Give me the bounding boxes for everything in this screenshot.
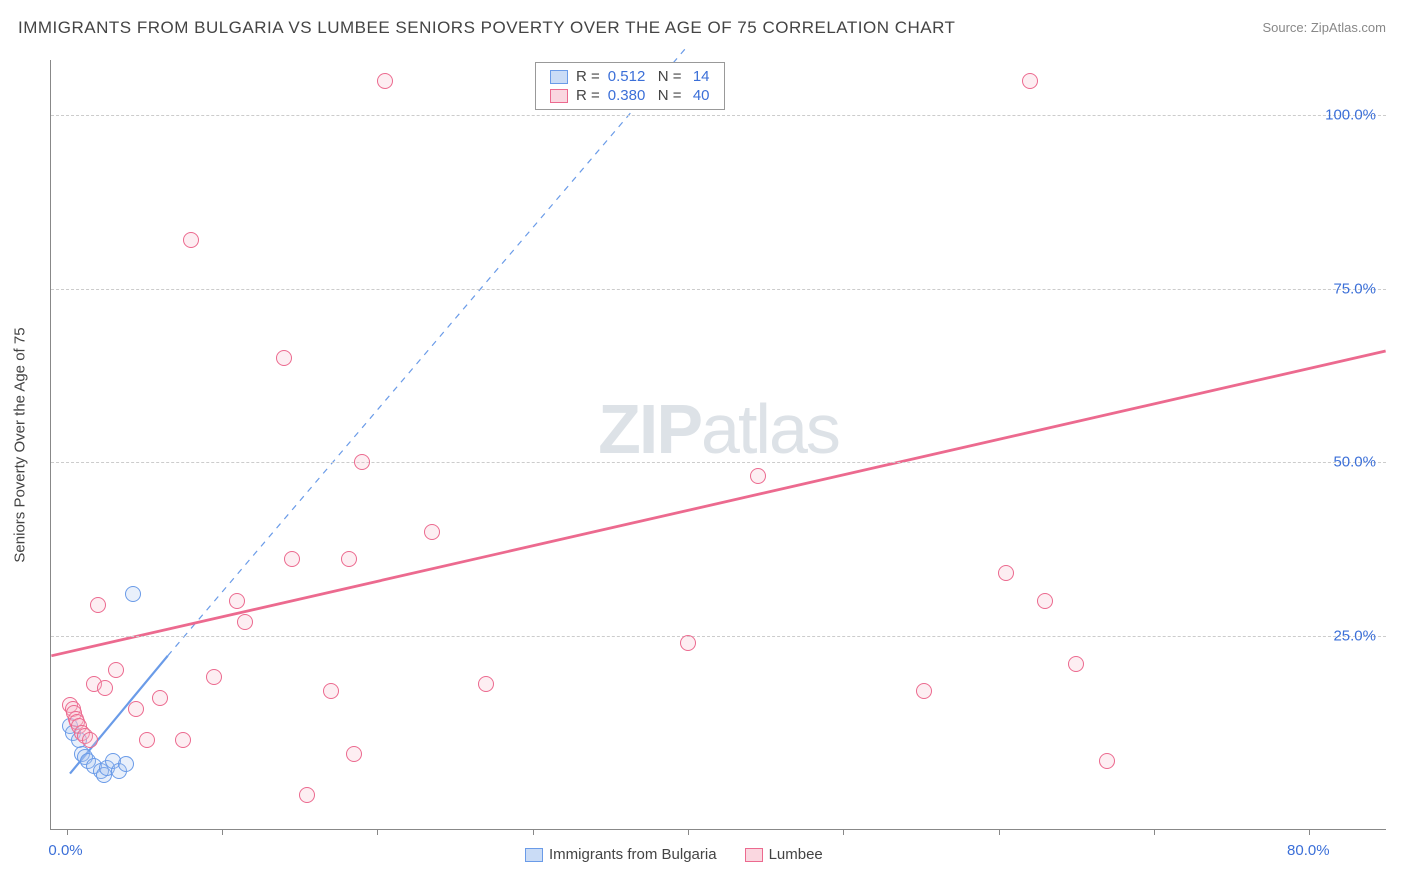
legend-swatch: [550, 70, 568, 84]
data-point: [323, 683, 339, 699]
trend-line: [51, 351, 1385, 656]
source-name: ZipAtlas.com: [1311, 20, 1386, 35]
y-tick-label: 75.0%: [1333, 280, 1376, 297]
x-tick: [67, 829, 68, 835]
data-point: [97, 680, 113, 696]
data-point: [118, 756, 134, 772]
y-tick-label: 100.0%: [1325, 107, 1376, 124]
data-point: [276, 350, 292, 366]
data-point: [108, 662, 124, 678]
x-tick: [533, 829, 534, 835]
data-point: [354, 454, 370, 470]
legend-swatch: [550, 89, 568, 103]
legend-item: Immigrants from Bulgaria: [525, 846, 717, 863]
data-point: [152, 690, 168, 706]
y-tick-label: 50.0%: [1333, 454, 1376, 471]
data-point: [299, 787, 315, 803]
legend-swatch: [745, 848, 763, 862]
x-tick-label: 0.0%: [48, 842, 82, 859]
plot-area: ZIPatlas 25.0% 50.0% 75.0% 100.0%: [50, 60, 1386, 830]
data-point: [916, 683, 932, 699]
watermark: ZIPatlas: [598, 389, 839, 469]
data-point: [237, 614, 253, 630]
gridline: [51, 636, 1386, 637]
x-tick: [999, 829, 1000, 835]
data-point: [139, 732, 155, 748]
chart-title: IMMIGRANTS FROM BULGARIA VS LUMBEE SENIO…: [18, 18, 955, 38]
data-point: [424, 524, 440, 540]
y-axis-title: Seniors Poverty Over the Age of 75: [12, 327, 29, 562]
chart-container: IMMIGRANTS FROM BULGARIA VS LUMBEE SENIO…: [0, 0, 1406, 892]
data-point: [478, 676, 494, 692]
trend-line-extrapolated: [168, 46, 688, 656]
legend-row: R =0.512N =14: [546, 67, 714, 86]
data-point: [998, 565, 1014, 581]
source-label: Source:: [1262, 20, 1310, 35]
data-point: [1068, 656, 1084, 672]
data-point: [1099, 753, 1115, 769]
correlation-legend: R =0.512N =14R =0.380N =40: [535, 62, 725, 110]
gridline: [51, 462, 1386, 463]
gridline: [51, 115, 1386, 116]
x-tick: [1154, 829, 1155, 835]
legend-item: Lumbee: [745, 846, 823, 863]
series-legend: Immigrants from Bulgaria Lumbee: [525, 846, 851, 863]
data-point: [341, 551, 357, 567]
data-point: [1037, 593, 1053, 609]
data-point: [284, 551, 300, 567]
trend-lines-layer: [51, 60, 1386, 829]
source-attribution: Source: ZipAtlas.com: [1262, 20, 1386, 35]
data-point: [82, 732, 98, 748]
watermark-zip: ZIP: [598, 390, 701, 468]
legend-row: R =0.380N =40: [546, 86, 714, 105]
x-tick: [377, 829, 378, 835]
x-tick-label: 80.0%: [1287, 842, 1330, 859]
data-point: [175, 732, 191, 748]
x-tick: [688, 829, 689, 835]
data-point: [229, 593, 245, 609]
data-point: [680, 635, 696, 651]
data-point: [128, 701, 144, 717]
y-tick-label: 25.0%: [1333, 627, 1376, 644]
x-tick: [222, 829, 223, 835]
data-point: [125, 586, 141, 602]
data-point: [346, 746, 362, 762]
gridline: [51, 289, 1386, 290]
x-tick: [1309, 829, 1310, 835]
data-point: [750, 468, 766, 484]
data-point: [206, 669, 222, 685]
data-point: [1022, 73, 1038, 89]
legend-label: Immigrants from Bulgaria: [549, 846, 717, 863]
data-point: [90, 597, 106, 613]
data-point: [183, 232, 199, 248]
legend-swatch: [525, 848, 543, 862]
x-tick: [843, 829, 844, 835]
watermark-atlas: atlas: [701, 390, 839, 468]
legend-label: Lumbee: [769, 846, 823, 863]
data-point: [377, 73, 393, 89]
